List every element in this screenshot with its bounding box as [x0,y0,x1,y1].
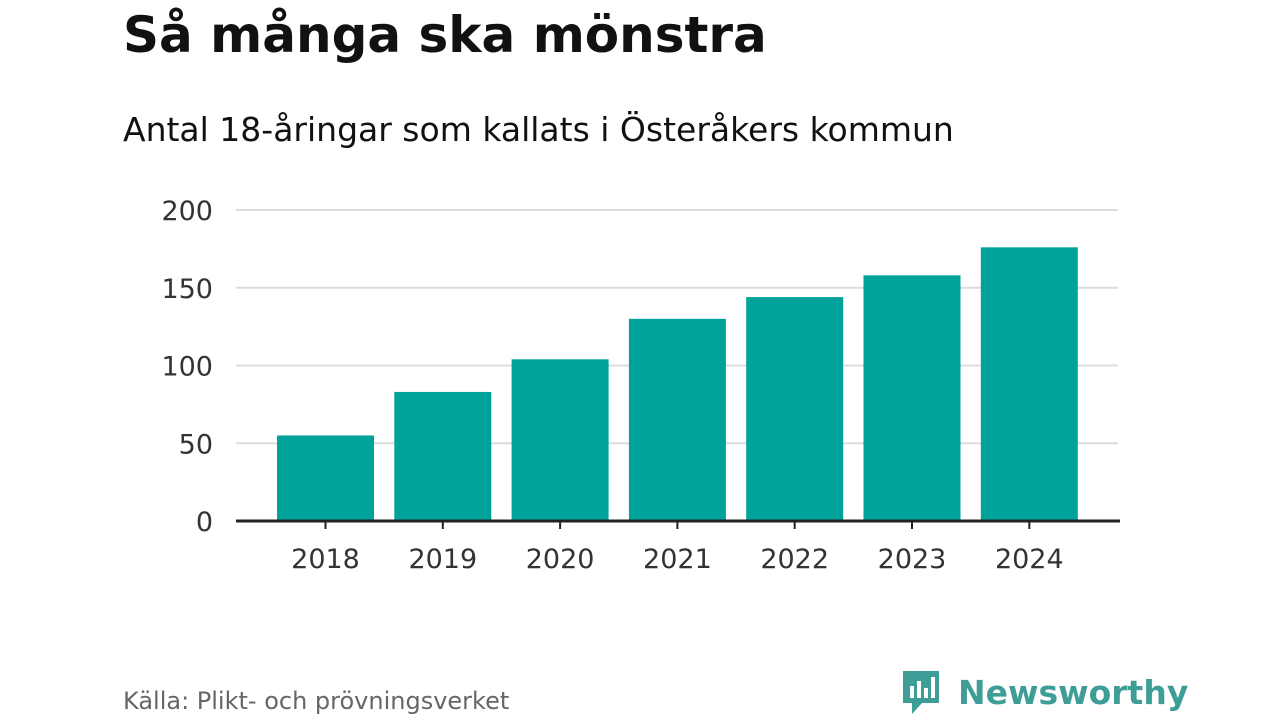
x-tick-label-2023: 2023 [878,544,947,575]
brand-logo: Newsworthy [900,668,1188,716]
bars [277,247,1078,521]
x-tick-label-2020: 2020 [526,544,595,575]
chart-title: Så många ska mönstra [123,6,767,64]
x-tick-label-2022: 2022 [760,544,829,575]
bar-2024 [980,247,1078,521]
y-tick-label: 100 [161,352,213,383]
x-tick-label-2019: 2019 [408,544,477,575]
y-tick-label: 150 [161,274,213,305]
chart-subtitle: Antal 18-åringar som kallats i Österåker… [123,110,954,149]
y-tick-label: 50 [179,429,213,460]
source-note: Källa: Plikt- och prövningsverket [123,687,510,715]
x-axis-ticks: 2018 2019 2020 2021 2022 2023 2024 [291,521,1064,575]
y-tick-label: 0 [196,507,213,538]
bar-2022 [746,297,844,521]
bar-chart: 0 50 100 150 200 2018 2019 2020 2021 2022 2023 202… [161,196,1120,575]
brand-name: Newsworthy [958,672,1189,712]
bar-2023 [863,275,961,521]
bar-2020 [511,359,609,521]
bar-2018 [277,435,374,521]
x-tick-label-2021: 2021 [643,544,712,575]
bar-2021 [628,318,726,521]
x-tick-label-2018: 2018 [291,544,360,575]
bar-2019 [394,391,492,521]
y-tick-label: 200 [161,196,213,227]
newsworthy-logo-icon [903,671,939,714]
x-tick-label-2024: 2024 [995,544,1064,575]
y-axis-ticks: 0 50 100 150 200 [161,196,213,538]
